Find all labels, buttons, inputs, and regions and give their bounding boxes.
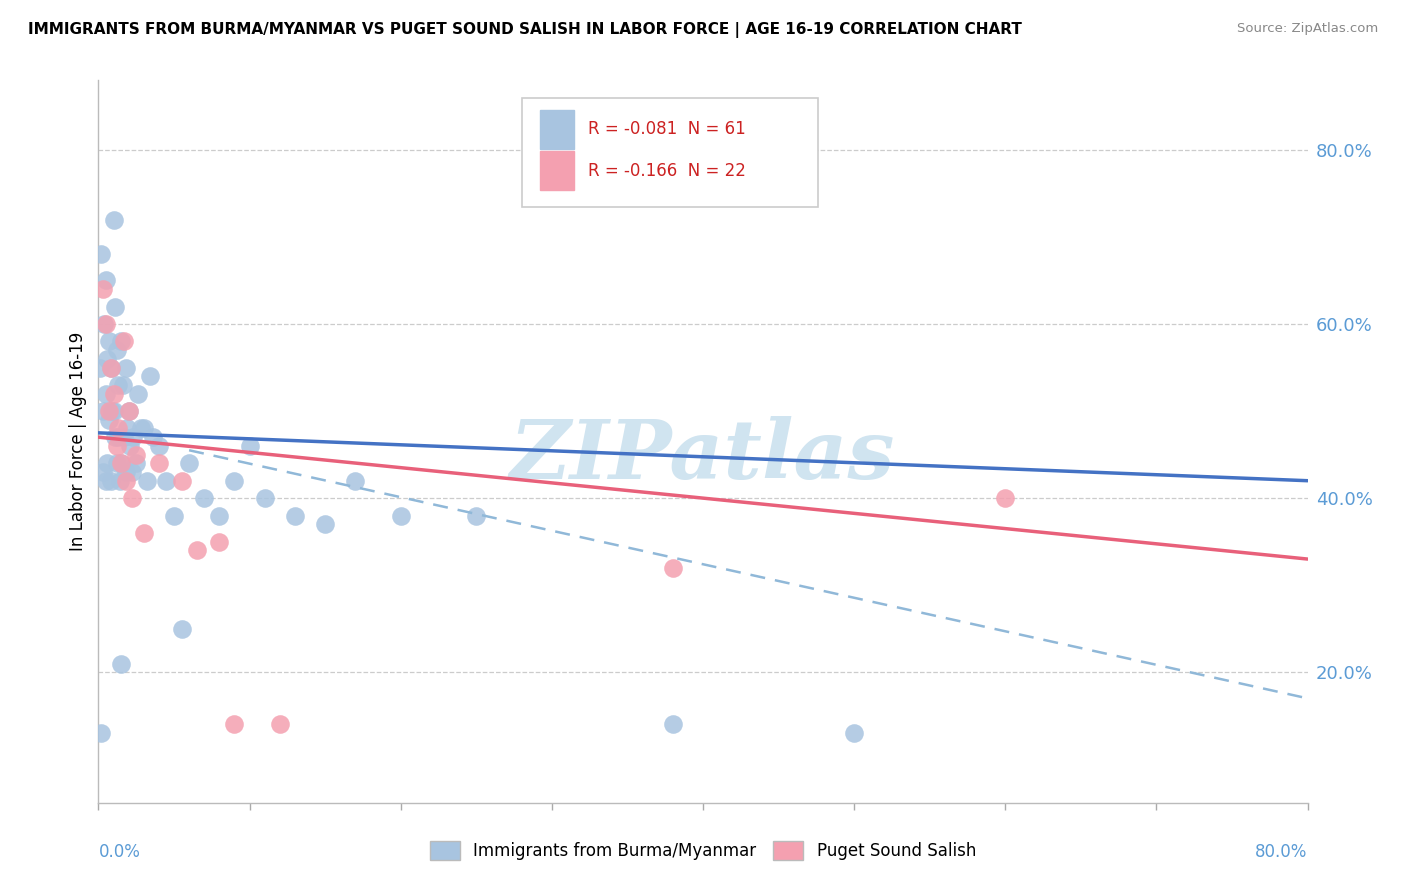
Text: R = -0.081  N = 61: R = -0.081 N = 61 [588,120,745,138]
Point [142,430,165,444]
Point [108,474,131,488]
Point [224,474,246,488]
Point [104,430,127,444]
Point [98,334,121,349]
Point [844,726,866,740]
Legend: Immigrants from Burma/Myanmar, Puget Sound Salish: Immigrants from Burma/Myanmar, Puget Sou… [423,834,983,867]
Point [186,543,208,558]
Point [125,448,148,462]
Point [100,474,122,488]
Text: 0.0%: 0.0% [98,843,141,861]
Point [111,378,134,392]
Point [127,386,149,401]
Point [208,534,231,549]
Point [94,317,117,331]
Point [110,456,132,470]
Bar [540,110,574,149]
Point [661,717,683,731]
Point [661,561,683,575]
Point [170,474,193,488]
Point [96,351,118,366]
Point [110,456,132,470]
Point [994,491,1017,505]
Point [148,439,170,453]
Text: 80.0%: 80.0% [1256,843,1308,861]
Point [103,386,125,401]
Point [132,525,155,540]
Point [114,360,136,375]
Point [107,378,129,392]
Text: R = -0.166  N = 22: R = -0.166 N = 22 [588,161,747,179]
Point [91,404,114,418]
Point [148,456,170,470]
Point [122,430,145,444]
Point [465,508,488,523]
Point [89,360,111,375]
Point [139,369,162,384]
Y-axis label: In Labor Force | Age 16-19: In Labor Force | Age 16-19 [69,332,87,551]
Point [91,282,114,296]
Point [105,343,128,358]
Point [100,360,122,375]
Point [121,491,143,505]
Text: IMMIGRANTS FROM BURMA/MYANMAR VS PUGET SOUND SALISH IN LABOR FORCE | AGE 16-19 C: IMMIGRANTS FROM BURMA/MYANMAR VS PUGET S… [28,22,1022,38]
Point [98,413,121,427]
Point [253,491,276,505]
Point [94,273,117,287]
Point [98,404,121,418]
Text: ZIPatlas: ZIPatlas [510,416,896,496]
Point [104,300,127,314]
Point [120,439,142,453]
Point [389,508,412,523]
Point [103,404,125,418]
Point [224,717,246,731]
Point [114,474,136,488]
Point [112,430,135,444]
Point [121,465,143,479]
Point [96,456,118,470]
Text: Source: ZipAtlas.com: Source: ZipAtlas.com [1237,22,1378,36]
Point [118,404,141,418]
Point [94,474,117,488]
Point [112,334,135,349]
Point [107,421,129,435]
Point [163,508,186,523]
Point [100,360,122,375]
Point [114,465,136,479]
Point [269,717,291,731]
Point [110,657,132,671]
FancyBboxPatch shape [522,98,818,207]
Point [314,517,336,532]
Point [107,430,129,444]
Point [208,508,231,523]
Point [155,474,177,488]
Bar [540,151,574,191]
Point [105,439,128,453]
Point [129,421,152,435]
Point [125,456,148,470]
Point [179,456,201,470]
Point [132,421,155,435]
Point [90,247,112,261]
Point [193,491,215,505]
Point [93,317,115,331]
Point [115,421,138,435]
Point [94,386,117,401]
Point [101,404,124,418]
Point [110,334,132,349]
Point [118,404,141,418]
Point [103,212,125,227]
Point [170,622,193,636]
Point [344,474,367,488]
Point [135,474,157,488]
Point [284,508,307,523]
Point [239,439,262,453]
Point [105,456,128,470]
Point [91,465,114,479]
Point [90,726,112,740]
